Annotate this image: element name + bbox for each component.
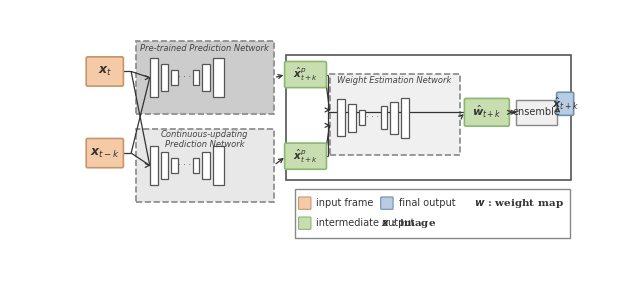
Text: $\boldsymbol{x}_{t-k}$: $\boldsymbol{x}_{t-k}$ (90, 146, 120, 160)
FancyBboxPatch shape (298, 197, 311, 209)
Bar (337, 99, 345, 136)
Bar (172, 158, 178, 173)
FancyBboxPatch shape (285, 143, 326, 169)
Bar (213, 59, 224, 97)
Text: $\hat{\boldsymbol{x}}^p_{t+k}$: $\hat{\boldsymbol{x}}^p_{t+k}$ (293, 148, 318, 165)
Bar (401, 98, 408, 138)
Bar (330, 74, 460, 156)
Text: intermediate output: intermediate output (316, 218, 415, 228)
Text: · · ·: · · · (178, 73, 191, 82)
FancyBboxPatch shape (465, 98, 509, 126)
FancyBboxPatch shape (86, 138, 124, 168)
Bar (381, 106, 387, 129)
Text: ensemble: ensemble (513, 107, 561, 117)
Text: $\boldsymbol{w}$ : weight map: $\boldsymbol{w}$ : weight map (474, 197, 564, 210)
Text: · · ·: · · · (365, 113, 379, 122)
Bar (161, 64, 168, 91)
Bar (202, 64, 210, 91)
Text: Pre-trained Prediction Network: Pre-trained Prediction Network (140, 44, 269, 53)
Bar (193, 70, 199, 85)
Text: Continuous-updating
Prediction Network: Continuous-updating Prediction Network (161, 130, 248, 149)
Bar (150, 146, 157, 185)
FancyBboxPatch shape (86, 57, 124, 86)
Text: · · ·: · · · (178, 161, 191, 170)
FancyBboxPatch shape (381, 197, 393, 209)
Bar (202, 151, 210, 179)
Bar (294, 189, 570, 238)
Bar (136, 41, 274, 114)
Text: $\hat{\boldsymbol{x}}_{t+k}$: $\hat{\boldsymbol{x}}_{t+k}$ (552, 96, 579, 112)
Text: input frame: input frame (316, 198, 374, 208)
Bar (136, 129, 274, 202)
FancyBboxPatch shape (285, 61, 326, 88)
Bar (359, 110, 365, 125)
Bar (348, 104, 356, 131)
Text: $\hat{\boldsymbol{x}}^p_{t+k}$: $\hat{\boldsymbol{x}}^p_{t+k}$ (293, 66, 318, 83)
Text: $\boldsymbol{x}$ : image: $\boldsymbol{x}$ : image (381, 217, 436, 230)
Text: Weight Estimation Network: Weight Estimation Network (337, 76, 452, 85)
Text: final output: final output (399, 198, 455, 208)
Bar (161, 151, 168, 179)
Bar (193, 158, 199, 173)
FancyBboxPatch shape (557, 92, 573, 115)
Text: $\boldsymbol{x}_t$: $\boldsymbol{x}_t$ (97, 65, 112, 78)
FancyBboxPatch shape (298, 217, 311, 229)
Bar (172, 70, 178, 85)
Bar (390, 101, 397, 134)
Bar (516, 100, 557, 125)
Bar (150, 59, 157, 97)
Text: $\hat{\boldsymbol{w}}_{t+k}$: $\hat{\boldsymbol{w}}_{t+k}$ (472, 104, 502, 120)
Bar (213, 146, 224, 185)
Bar (286, 55, 572, 180)
